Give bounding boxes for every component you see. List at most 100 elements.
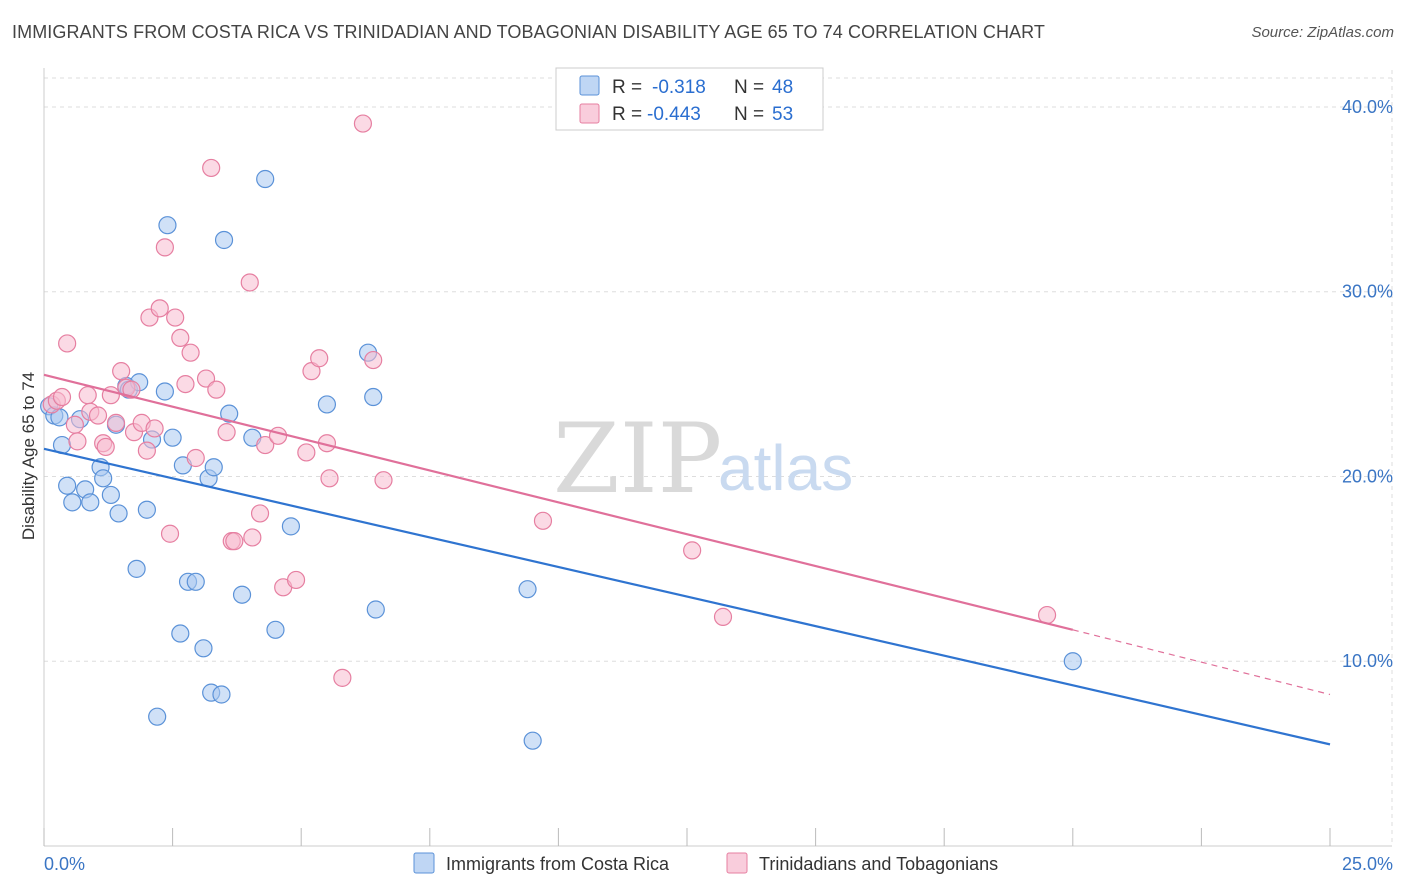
trinidad-point xyxy=(88,406,108,425)
costa-rica-point xyxy=(137,500,156,519)
costa-rica-point xyxy=(366,600,385,619)
trinidad-point xyxy=(78,386,97,405)
costa-rica-point xyxy=(266,620,285,639)
trinidad-point xyxy=(225,532,244,551)
trinidad-point xyxy=(176,374,195,394)
trinidad-trendline xyxy=(43,373,1074,631)
legend-n-label-2: N = xyxy=(734,104,764,125)
trinidad-point xyxy=(155,238,174,257)
trinidad-point xyxy=(533,511,553,530)
trinidad-point xyxy=(96,437,115,457)
trinidad-point xyxy=(122,380,141,399)
trinidad-point xyxy=(243,528,262,547)
legend-r-label-1: R = xyxy=(612,77,642,98)
costa-rica-point xyxy=(101,485,120,505)
trinidad-point xyxy=(52,387,72,407)
legend-swatch-blue xyxy=(579,75,600,96)
y-tick-label: 10.0% xyxy=(1342,651,1393,671)
watermark-atlas: atlas xyxy=(718,432,853,504)
axis-layer: 10.0% 20.0% 30.0% 40.0% 0.0% 25.0% xyxy=(43,68,1393,874)
trinidad-point xyxy=(166,308,185,327)
legend-box xyxy=(555,67,824,131)
series-swatch-pink xyxy=(726,852,748,874)
costa-rica-point xyxy=(281,517,301,536)
trinidad-point xyxy=(202,158,221,178)
costa-rica-point xyxy=(204,458,223,477)
trinidad-point xyxy=(112,362,131,381)
trinidad-point xyxy=(58,334,77,353)
trinidad-point xyxy=(310,349,329,368)
trinidad-point xyxy=(256,435,275,455)
trinidad-point xyxy=(160,524,180,543)
trinidad-point xyxy=(150,299,169,318)
x-tick-label-min: 0.0% xyxy=(44,854,85,874)
trinidad-trendline-extension xyxy=(1072,629,1331,696)
trinidad-point xyxy=(250,504,270,523)
costa-rica-point xyxy=(171,624,190,643)
costa-rica-point xyxy=(214,230,234,250)
chart-title: IMMIGRANTS FROM COSTA RICA VS TRINIDADIA… xyxy=(12,22,1046,42)
trinidad-point xyxy=(240,273,259,292)
costa-rica-point xyxy=(155,382,174,401)
costa-rica-point xyxy=(127,559,146,578)
costa-rica-point xyxy=(256,169,275,189)
costa-rica-point xyxy=(317,395,337,414)
costa-rica-point xyxy=(364,387,383,407)
trinidad-point xyxy=(65,415,84,434)
trinidad-point xyxy=(137,441,156,460)
source-label: Source: ZipAtlas.com xyxy=(1251,24,1394,41)
y-tick-label: 30.0% xyxy=(1342,282,1393,302)
trinidad-point xyxy=(286,570,306,590)
trinidad-point xyxy=(297,443,316,462)
series-legend: Immigrants from Costa Rica Trinidadians … xyxy=(413,852,998,874)
trinidad-point xyxy=(171,328,190,348)
trend-layer xyxy=(43,373,1331,746)
correlation-legend: R = -0.318 N = 48 R = -0.443 N = 53 xyxy=(555,67,824,131)
y-axis-title: Disability Age 65 to 74 xyxy=(19,372,38,540)
costa-rica-point xyxy=(163,428,182,447)
watermark: ZIP atlas xyxy=(553,403,853,515)
trinidad-point xyxy=(268,426,288,445)
series-label-2: Trinidadians and Tobagonians xyxy=(759,854,998,874)
costa-rica-point xyxy=(81,493,100,512)
trinidad-point xyxy=(364,350,383,370)
grid-layer xyxy=(44,70,1393,846)
costa-rica-point xyxy=(232,585,252,604)
costa-rica-point xyxy=(220,404,239,423)
trinidad-point xyxy=(106,413,126,432)
trinidad-point xyxy=(145,419,164,438)
costa-rica-point xyxy=(94,469,113,488)
trinidad-point xyxy=(181,343,200,362)
legend-r-value-1: -0.318 xyxy=(652,77,706,98)
trinidad-point xyxy=(186,448,205,468)
trinidad-point xyxy=(683,541,702,560)
costa-rica-point xyxy=(158,216,177,235)
trinidad-point xyxy=(207,380,226,399)
trinidad-point xyxy=(320,469,339,488)
costa-rica-point xyxy=(518,580,537,599)
trinidad-point xyxy=(68,432,87,451)
series-label-1: Immigrants from Costa Rica xyxy=(446,854,670,874)
legend-r-value-2: -0.443 xyxy=(647,104,701,125)
costa-rica-point xyxy=(212,685,231,704)
trinidad-point xyxy=(353,114,373,133)
legend-swatch-pink xyxy=(579,103,600,124)
point-layer xyxy=(40,114,1082,750)
trinidad-point xyxy=(333,668,352,687)
costa-rica-point xyxy=(109,504,128,523)
costa-rica-point xyxy=(523,731,542,750)
y-tick-label: 40.0% xyxy=(1342,97,1393,117)
trinidad-point xyxy=(217,423,236,442)
trinidad-point xyxy=(713,607,733,626)
series-swatch-blue xyxy=(413,852,435,874)
legend-n-value-2: 53 xyxy=(772,104,793,125)
y-tick-label: 20.0% xyxy=(1342,466,1393,486)
trinidad-point xyxy=(196,369,216,388)
costa-rica-trendline xyxy=(43,447,1331,746)
costa-rica-point xyxy=(148,707,167,726)
costa-rica-point xyxy=(1063,652,1082,671)
legend-n-value-1: 48 xyxy=(772,77,793,98)
x-tick-label-max: 25.0% xyxy=(1342,854,1393,874)
legend-n-label-1: N = xyxy=(734,77,764,98)
